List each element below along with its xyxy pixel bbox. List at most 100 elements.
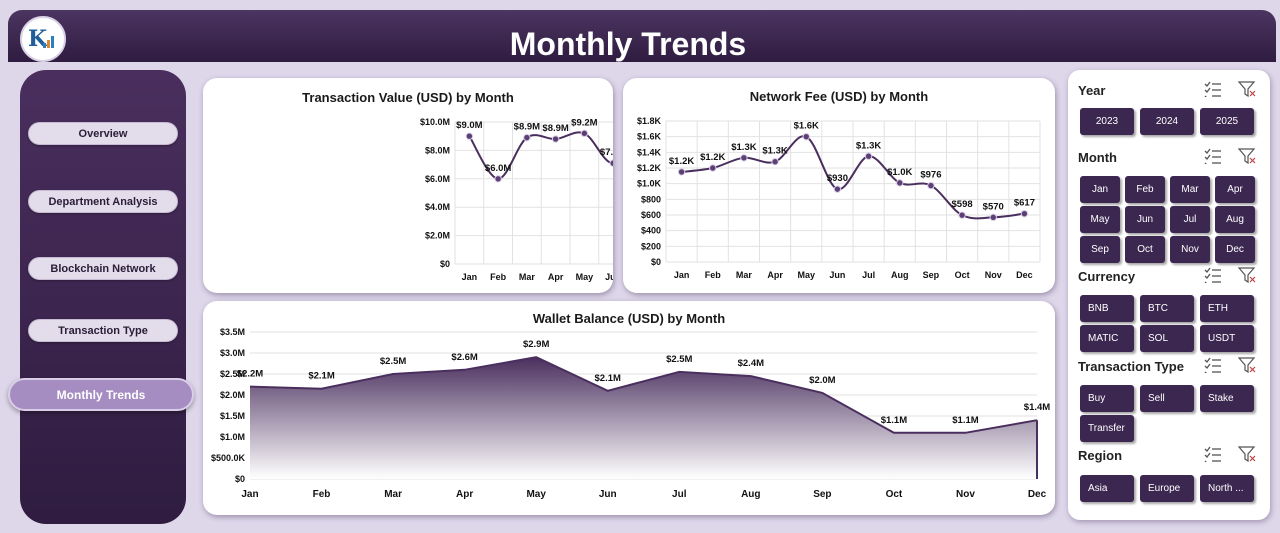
data-label: $2.5M <box>380 356 406 367</box>
data-point <box>677 168 686 176</box>
type-buy-button[interactable]: Buy <box>1080 385 1134 412</box>
y-tick-label: $2.0M <box>425 231 450 241</box>
data-point <box>771 158 779 166</box>
nav-department-analysis-button[interactable]: Department Analysis <box>28 190 178 213</box>
y-tick-label: $10.0M <box>420 117 450 127</box>
year-2023-button[interactable]: 2023 <box>1080 108 1134 135</box>
month-apr-button[interactable]: Apr <box>1215 176 1255 203</box>
month-jul-button[interactable]: Jul <box>1170 206 1210 233</box>
multi-select-icon[interactable] <box>1204 81 1222 97</box>
x-tick-label: Jun <box>829 270 845 280</box>
data-label: $570 <box>983 201 1004 212</box>
data-label: $2.2M <box>237 369 263 380</box>
currency-btc-button[interactable]: BTC <box>1140 295 1194 322</box>
clear-filter-icon[interactable] <box>1238 81 1256 97</box>
x-tick-label: Oct <box>886 489 903 500</box>
type-stake-button[interactable]: Stake <box>1200 385 1254 412</box>
month-oct-button[interactable]: Oct <box>1125 236 1165 263</box>
x-tick-label: Mar <box>384 489 402 500</box>
x-tick-label: Jan <box>462 272 478 282</box>
year-filter-icons <box>1204 81 1256 97</box>
nav-overview-button[interactable]: Overview <box>28 122 178 145</box>
data-point <box>802 132 810 141</box>
nav-transaction-type-button[interactable]: Transaction Type <box>28 319 178 342</box>
data-point <box>989 213 997 222</box>
y-tick-label: $600 <box>641 210 661 220</box>
area-fill <box>250 357 1037 479</box>
data-point <box>609 159 613 167</box>
y-tick-label: $0 <box>440 259 450 269</box>
x-tick-label: Sep <box>923 270 940 280</box>
year-2025-button[interactable]: 2025 <box>1200 108 1254 135</box>
currency-usdt-button[interactable]: USDT <box>1200 325 1254 352</box>
month-feb-button[interactable]: Feb <box>1125 176 1165 203</box>
nav-monthly-trends-button[interactable]: Monthly Trends <box>8 378 194 411</box>
data-label: $2.0M <box>809 375 835 386</box>
data-point <box>864 152 873 160</box>
month-mar-button[interactable]: Mar <box>1170 176 1210 203</box>
year-filter-title: Year <box>1078 83 1106 98</box>
clear-filter-icon[interactable] <box>1238 148 1256 164</box>
data-label: $2.9M <box>523 339 549 350</box>
y-tick-label: $0 <box>235 474 245 484</box>
multi-select-icon[interactable] <box>1204 148 1222 164</box>
currency-bnb-button[interactable]: BNB <box>1080 295 1134 322</box>
x-tick-label: Nov <box>985 270 1002 280</box>
region-north-button[interactable]: North ... <box>1200 475 1254 502</box>
y-tick-label: $800 <box>641 194 661 204</box>
currency-eth-button[interactable]: ETH <box>1200 295 1254 322</box>
currency-filter-icons <box>1204 267 1256 283</box>
page-title: Monthly Trends <box>509 26 747 62</box>
y-tick-label: $500.0K <box>211 453 246 463</box>
data-label: $1.2K <box>669 156 694 167</box>
x-tick-label: Oct <box>955 270 970 280</box>
network-fee-chart: Network Fee (USD) by Month $0 $200 $400 $60… <box>637 89 1041 280</box>
clear-filter-icon[interactable] <box>1238 446 1256 462</box>
x-tick-label: Sep <box>813 489 831 500</box>
y-tick-label: $2.0M <box>220 390 245 400</box>
clear-filter-icon[interactable] <box>1238 357 1256 373</box>
chart-title: Transaction Value (USD) by Month <box>302 90 514 105</box>
month-jan-button[interactable]: Jan <box>1080 176 1120 203</box>
month-dec-button[interactable]: Dec <box>1215 236 1255 263</box>
region-asia-button[interactable]: Asia <box>1080 475 1134 502</box>
month-aug-button[interactable]: Aug <box>1215 206 1255 233</box>
data-point <box>1020 209 1029 218</box>
data-label: $1.3K <box>762 146 787 157</box>
multi-select-icon[interactable] <box>1204 446 1222 462</box>
x-tick-label: Jul <box>672 489 687 500</box>
month-sep-button[interactable]: Sep <box>1080 236 1120 263</box>
x-tick-label: Jan <box>674 270 690 280</box>
nav-blockchain-network-button[interactable]: Blockchain Network <box>28 257 178 280</box>
transaction-value-chart: Transaction Value (USD) by Month $0 $2.0M… <box>302 90 613 282</box>
data-label: $2.5M <box>666 354 692 365</box>
type-sell-button[interactable]: Sell <box>1140 385 1194 412</box>
multi-select-icon[interactable] <box>1204 357 1222 373</box>
region-europe-button[interactable]: Europe <box>1140 475 1194 502</box>
y-tick-label: $1.0K <box>637 179 662 189</box>
wallet-balance-chart: Wallet Balance (USD) by Month $0 $500.0K $… <box>211 311 1050 500</box>
data-label: $976 <box>920 170 941 181</box>
currency-matic-button[interactable]: MATIC <box>1080 325 1134 352</box>
multi-select-icon[interactable] <box>1204 267 1222 283</box>
data-label: $6.0M <box>485 163 511 174</box>
month-jun-button[interactable]: Jun <box>1125 206 1165 233</box>
x-tick-label: Feb <box>313 489 331 500</box>
month-nov-button[interactable]: Nov <box>1170 236 1210 263</box>
month-may-button[interactable]: May <box>1080 206 1120 233</box>
x-tick-label: Nov <box>956 489 975 500</box>
wallet-balance-chart-card: Wallet Balance (USD) by Month $0 $500.0K $… <box>203 301 1055 515</box>
data-label: $1.3K <box>856 140 881 151</box>
type-transfer-button[interactable]: Transfer <box>1080 415 1134 442</box>
data-label: $2.1M <box>595 373 621 384</box>
y-tick-label: $3.5M <box>220 327 245 337</box>
data-label: $1.1M <box>881 415 907 426</box>
chart-title: Network Fee (USD) by Month <box>750 89 928 104</box>
currency-sol-button[interactable]: SOL <box>1140 325 1194 352</box>
clear-filter-icon[interactable] <box>1238 267 1256 283</box>
data-label: $1.2K <box>700 152 725 163</box>
logo-text: K <box>28 26 48 52</box>
y-tick-label: $1.0M <box>220 432 245 442</box>
year-2024-button[interactable]: 2024 <box>1140 108 1194 135</box>
x-tick-label: Apr <box>548 272 564 282</box>
